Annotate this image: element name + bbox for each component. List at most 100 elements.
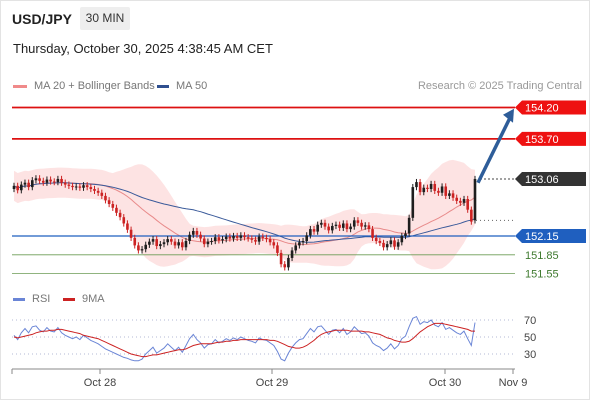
candle-body [232,236,235,239]
candle-body [133,237,137,246]
candle-body [283,264,287,268]
candle-body [111,204,115,208]
candle-body [243,235,246,238]
candle-body [23,182,27,185]
projection-arrow-shaft [476,114,513,184]
candle-body [206,241,210,245]
candle-body [305,235,308,242]
rsi-level-label: 30 [524,349,536,361]
candle-body [473,178,477,221]
candle-body [195,230,199,235]
candle-body [148,241,151,245]
candle-body [235,236,239,238]
candle-body [327,226,330,231]
candle-body [312,229,316,232]
candle-body [393,240,396,247]
candle-body [162,242,166,245]
timeframe-badge[interactable]: 30 MIN [80,7,130,30]
candle-body [309,229,312,236]
candle-body [404,233,407,236]
legend-rsi-ma: 9MA [63,293,105,305]
candle-body [184,241,188,248]
candle-body [82,185,85,188]
legend-rsi-ma-label: 9MA [82,293,105,305]
candle-body [155,239,158,247]
candle-body [440,186,444,193]
candle-body [199,234,202,239]
candle-body [93,188,96,191]
candle-body [177,242,180,246]
candle-body [181,242,184,248]
candle-body [338,224,341,228]
candle-body [246,237,250,239]
candle-body [228,236,232,239]
candle-body [367,225,371,230]
candle-body [459,200,462,203]
candle-body [462,199,466,203]
candle-body [356,220,360,223]
current-price-label: 153.06 [525,174,559,186]
rsi-ma-line [13,322,475,358]
level-label-151.55: 151.55 [525,269,559,281]
candle-body [20,184,23,191]
candle-body [213,237,217,242]
candle-body [298,242,301,246]
candle-body [426,187,429,189]
candle-body [89,187,93,189]
candle-body [12,185,16,189]
candle-body [151,239,155,242]
candle-body [418,182,422,193]
legend-ma50: MA 50 [157,80,207,92]
candle-body [349,226,352,230]
candle-body [396,242,400,247]
candle-body [415,182,418,188]
timestamp: Thursday, October 30, 2025 4:38:45 AM CE… [13,41,273,56]
legend-rsi-label: RSI [32,293,51,305]
candle-body [279,252,283,265]
candle-body [407,217,411,234]
candle-body [45,179,49,183]
candle-body [239,235,243,238]
candle-body [210,241,213,243]
candle-body [30,180,34,188]
candle-body [316,224,319,232]
source-credit: Research © 2025 Trading Central [417,80,582,92]
candle-body [389,240,393,245]
candle-body [345,223,349,230]
candle-body [191,230,195,235]
candle-body [320,222,323,225]
candle-body [433,183,437,191]
candle-body [261,236,265,238]
candle-body [470,209,473,222]
candle-body [400,236,404,243]
projection-arrow-head [503,108,514,123]
candle-body [290,250,294,258]
candle-body [301,241,305,243]
level-tag-153.70 [515,131,586,146]
candle-body [107,200,111,205]
candle-body [437,190,440,193]
candle-body [272,242,276,246]
candle-body [104,195,107,201]
candle-body [52,181,56,183]
candle-body [27,182,30,188]
candle-body [371,229,374,238]
level-label-152.15: 152.15 [525,231,559,243]
candle-body [166,239,169,243]
candle-body [363,225,367,227]
candle-body [268,239,272,243]
rsi-swatch-icon [13,297,25,301]
candle-body [188,234,191,242]
x-tick-label: Nov 9 [499,377,528,389]
x-tick-label: Oct 28 [84,377,116,389]
legend-ma20-label: MA 20 + Bollinger Bands [34,80,155,92]
level-tag-152.15 [515,229,586,243]
candle-body [422,187,426,193]
candle-body [85,185,89,188]
candle-body [378,241,382,243]
candle-body [159,244,162,247]
candle-body [74,186,78,188]
candle-body [16,185,19,191]
rsi-level-label: 70 [524,315,536,327]
